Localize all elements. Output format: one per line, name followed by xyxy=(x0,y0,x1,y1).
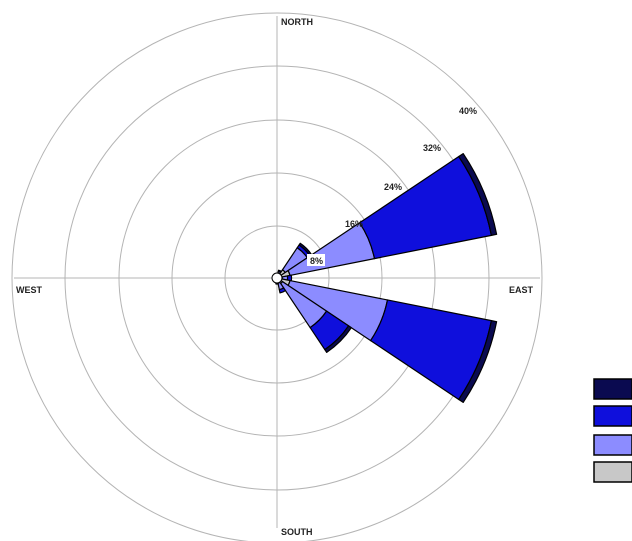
south-label: SOUTH xyxy=(281,527,313,537)
petal-sse-bin-3 xyxy=(278,287,287,294)
petal-se-bin-4 xyxy=(324,325,352,353)
legend-swatch-2 xyxy=(593,405,632,427)
legend-swatch-3 xyxy=(593,434,632,456)
tick-40-label: 40% xyxy=(459,106,477,116)
calm-circle xyxy=(271,272,283,284)
tick-8-label: 8% xyxy=(310,256,323,266)
tick-32-label: 32% xyxy=(423,143,441,153)
ring-5 xyxy=(11,12,543,541)
tick-16-label: 16% xyxy=(345,219,363,229)
tick-24-label: 24% xyxy=(384,182,402,192)
calm-center xyxy=(271,272,283,284)
legend-swatch-1 xyxy=(593,378,632,400)
west-label: WEST xyxy=(16,285,43,295)
petal-ese-bin-4 xyxy=(458,320,498,404)
legend-swatch-4 xyxy=(593,461,632,483)
legend xyxy=(593,378,632,483)
tick-8-bg xyxy=(307,254,325,266)
east-label: EAST xyxy=(509,285,534,295)
petal-ene-bin-4 xyxy=(458,152,498,236)
north-label: NORTH xyxy=(281,17,313,27)
